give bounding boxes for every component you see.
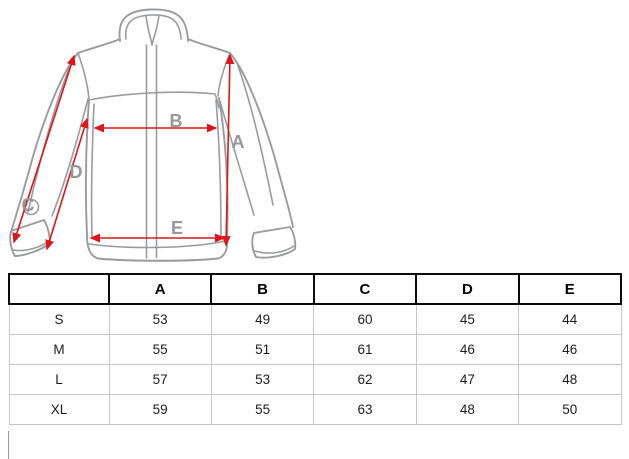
jacket-zipper	[145, 44, 158, 259]
table-row-xl: XL 59 55 63 48 50	[8, 394, 622, 425]
table-cell: 48	[415, 394, 520, 425]
corner-cell	[8, 273, 110, 305]
col-header-c: C	[312, 273, 418, 305]
table-cell: 45	[415, 303, 520, 335]
measurement-label-c: C	[22, 195, 35, 215]
table-cell: 44	[518, 303, 622, 335]
table-cell: 59	[108, 394, 212, 425]
jacket-collar	[118, 8, 189, 46]
table-cell: 53	[210, 364, 315, 395]
table-cell: 57	[108, 364, 212, 395]
measurement-label-d: D	[70, 162, 83, 182]
jacket-sleeve-left	[9, 52, 90, 257]
size-label: L	[8, 364, 110, 395]
table-cell: 50	[518, 394, 622, 425]
table-cell: 48	[518, 364, 622, 395]
jacket-shoulder-left	[77, 38, 121, 54]
table-cell: 46	[415, 334, 520, 365]
table-header-row: A B C D E	[8, 273, 623, 305]
table-cell: 63	[313, 394, 417, 425]
table-cell: 62	[313, 364, 417, 395]
table-cell: 47	[415, 364, 520, 395]
size-label: M	[8, 334, 110, 365]
jacket-hem	[86, 235, 229, 262]
table-cell: 55	[210, 394, 315, 425]
table-cell: 60	[313, 303, 417, 335]
jacket-shoulder-right	[187, 38, 231, 54]
jacket-chest-seam	[88, 91, 220, 109]
measurement-label-b: B	[170, 111, 183, 131]
table-cell: 51	[210, 334, 315, 365]
col-header-b: B	[210, 273, 315, 305]
measurement-label-e: E	[171, 218, 183, 238]
col-header-a: A	[107, 273, 213, 305]
table-cell: 53	[108, 303, 212, 335]
table-cell: 46	[518, 334, 622, 365]
size-label: XL	[8, 394, 110, 425]
measurement-arrow-a	[221, 53, 235, 247]
measurement-label-a: A	[232, 132, 245, 152]
measurement-arrow-c	[12, 54, 76, 244]
measurement-arrow-d	[45, 117, 89, 251]
col-header-d: D	[415, 273, 520, 305]
size-label: S	[8, 303, 110, 335]
table-cell: 55	[108, 334, 212, 365]
table-cell: 61	[313, 334, 417, 365]
table-left-border-stub	[8, 431, 9, 459]
table-row-l: L 57 53 62 47 48	[8, 364, 622, 395]
table-row-m: M 55 51 61 46 46	[8, 334, 622, 365]
jacket-cuff-right	[251, 226, 297, 259]
table-row-s: S 53 49 60 45 44	[8, 303, 622, 335]
table-cell: 49	[210, 303, 315, 335]
col-header-e: E	[517, 273, 623, 305]
jacket-measurement-diagram: B A D C E	[9, 8, 297, 262]
size-table: A B C D E S 53 49 60 45 44 M 55 51 61 46	[8, 273, 623, 425]
jacket-body	[85, 44, 229, 262]
